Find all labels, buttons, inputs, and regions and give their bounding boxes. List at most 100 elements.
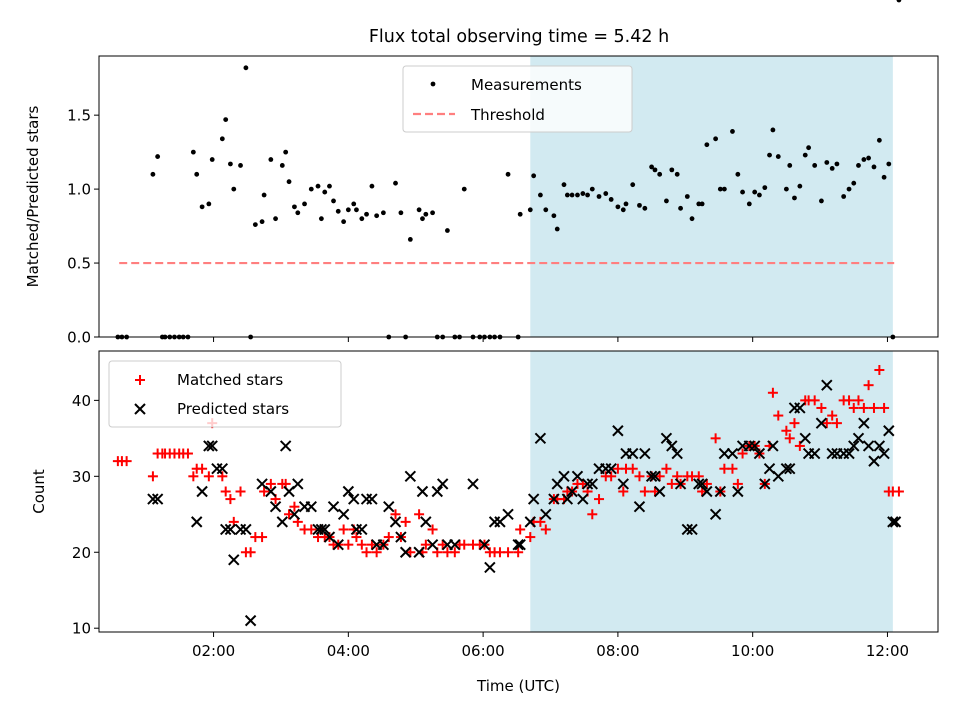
- measurement-point: [341, 219, 347, 225]
- predicted-point: [748, 440, 761, 452]
- matched-point: [525, 532, 536, 543]
- cross-stroke: [395, 531, 407, 543]
- measurement-point: [228, 161, 233, 167]
- matched-point: [121, 456, 132, 467]
- legend-label-predicted: Predicted stars: [177, 400, 289, 418]
- predicted-point: [512, 538, 524, 551]
- cross-stroke: [319, 523, 331, 536]
- measurement-point: [603, 191, 609, 196]
- cross-stroke: [732, 485, 744, 498]
- cross-stroke: [808, 447, 821, 460]
- measurement-point: [861, 157, 867, 162]
- matched-point: [356, 539, 367, 550]
- predicted-point: [784, 463, 796, 475]
- predicted-point: [426, 538, 439, 551]
- matched-point: [874, 364, 885, 375]
- predicted-point: [524, 516, 537, 528]
- cross-stroke: [748, 440, 761, 452]
- top-axes-frame: [98, 55, 939, 338]
- predicted-point: [342, 485, 355, 498]
- measurement-point: [393, 180, 398, 186]
- measurement-point: [543, 207, 549, 213]
- cross-stroke: [753, 447, 766, 460]
- measurement-point: [150, 171, 156, 177]
- predicted-point: [821, 379, 833, 391]
- predicted-point: [228, 554, 240, 566]
- measurement-point: [740, 189, 745, 195]
- predicted-point: [540, 508, 552, 520]
- predicted-point: [858, 417, 870, 429]
- predicted-point: [534, 432, 547, 445]
- measurement-point: [674, 171, 680, 177]
- matched-point: [727, 463, 738, 474]
- cross-stroke: [540, 508, 552, 520]
- count-points: [112, 364, 904, 627]
- measurement-point: [327, 183, 332, 189]
- cross-stroke: [269, 500, 282, 513]
- measurement-point: [261, 192, 267, 198]
- y-tick-label: 1.0: [67, 181, 91, 199]
- matched-point: [639, 486, 650, 497]
- predicted-point: [196, 485, 208, 498]
- predicted-point: [360, 493, 373, 505]
- predicted-point: [527, 493, 540, 505]
- predicted-point: [488, 516, 501, 528]
- matched-point: [893, 486, 904, 497]
- legend-box: [402, 65, 633, 133]
- cross-stroke: [305, 500, 317, 513]
- cross-stroke: [693, 478, 705, 490]
- matched-point: [220, 486, 231, 497]
- predicted-point: [206, 440, 218, 452]
- measurement-point: [398, 210, 404, 216]
- measurement-point: [551, 213, 557, 219]
- x-tick-label: 12:00: [866, 642, 909, 660]
- measurement-point: [335, 208, 341, 214]
- y-tick-label: 1.5: [67, 107, 91, 125]
- measurement-point: [374, 213, 380, 219]
- measurement-point: [315, 183, 321, 189]
- cross-stroke: [561, 493, 574, 505]
- cross-stroke: [449, 538, 461, 551]
- cross-stroke: [426, 538, 439, 551]
- predicted-point: [484, 561, 496, 574]
- measurement-point: [302, 201, 307, 207]
- predicted-point: [826, 447, 838, 460]
- cross-stroke: [674, 478, 687, 490]
- cross-stroke: [147, 493, 159, 505]
- measurement-point: [445, 228, 450, 233]
- cross-stroke: [216, 463, 229, 475]
- cross-stroke: [206, 440, 218, 452]
- predicted-point: [216, 463, 229, 475]
- cross-stroke: [873, 440, 886, 452]
- matched-point: [767, 387, 778, 398]
- measurement-point: [517, 211, 523, 217]
- cross-stroke: [244, 614, 257, 627]
- measurement-point: [829, 166, 835, 171]
- predicted-point: [639, 447, 651, 460]
- cross-stroke: [332, 538, 344, 551]
- cross-stroke: [649, 470, 661, 483]
- predicted-point: [191, 516, 203, 528]
- measurement-point: [538, 192, 543, 198]
- cross-stroke: [566, 485, 578, 498]
- cross-stroke: [686, 523, 698, 536]
- legend-label-threshold: Threshold: [470, 106, 545, 124]
- measurement-point: [569, 192, 575, 198]
- measurement-point: [704, 142, 710, 148]
- cross-stroke: [348, 493, 360, 505]
- predicted-point: [383, 500, 395, 513]
- predicted-point: [436, 478, 449, 490]
- measurement-point: [652, 167, 658, 173]
- cross-stroke: [709, 508, 722, 520]
- predicted-point: [701, 485, 713, 498]
- predicted-point: [753, 447, 766, 460]
- predicted-point: [348, 493, 360, 505]
- measurement-point: [757, 192, 762, 198]
- measurement-point: [620, 207, 626, 213]
- matched-point: [225, 494, 236, 505]
- predicted-point: [645, 470, 658, 483]
- top-panel: 0.0 0.5 1.0 1.5 Matched/Predicted stars Mea…: [24, 0, 939, 347]
- cross-stroke: [799, 432, 811, 445]
- measurement-point: [223, 117, 229, 122]
- predicted-point: [224, 523, 237, 536]
